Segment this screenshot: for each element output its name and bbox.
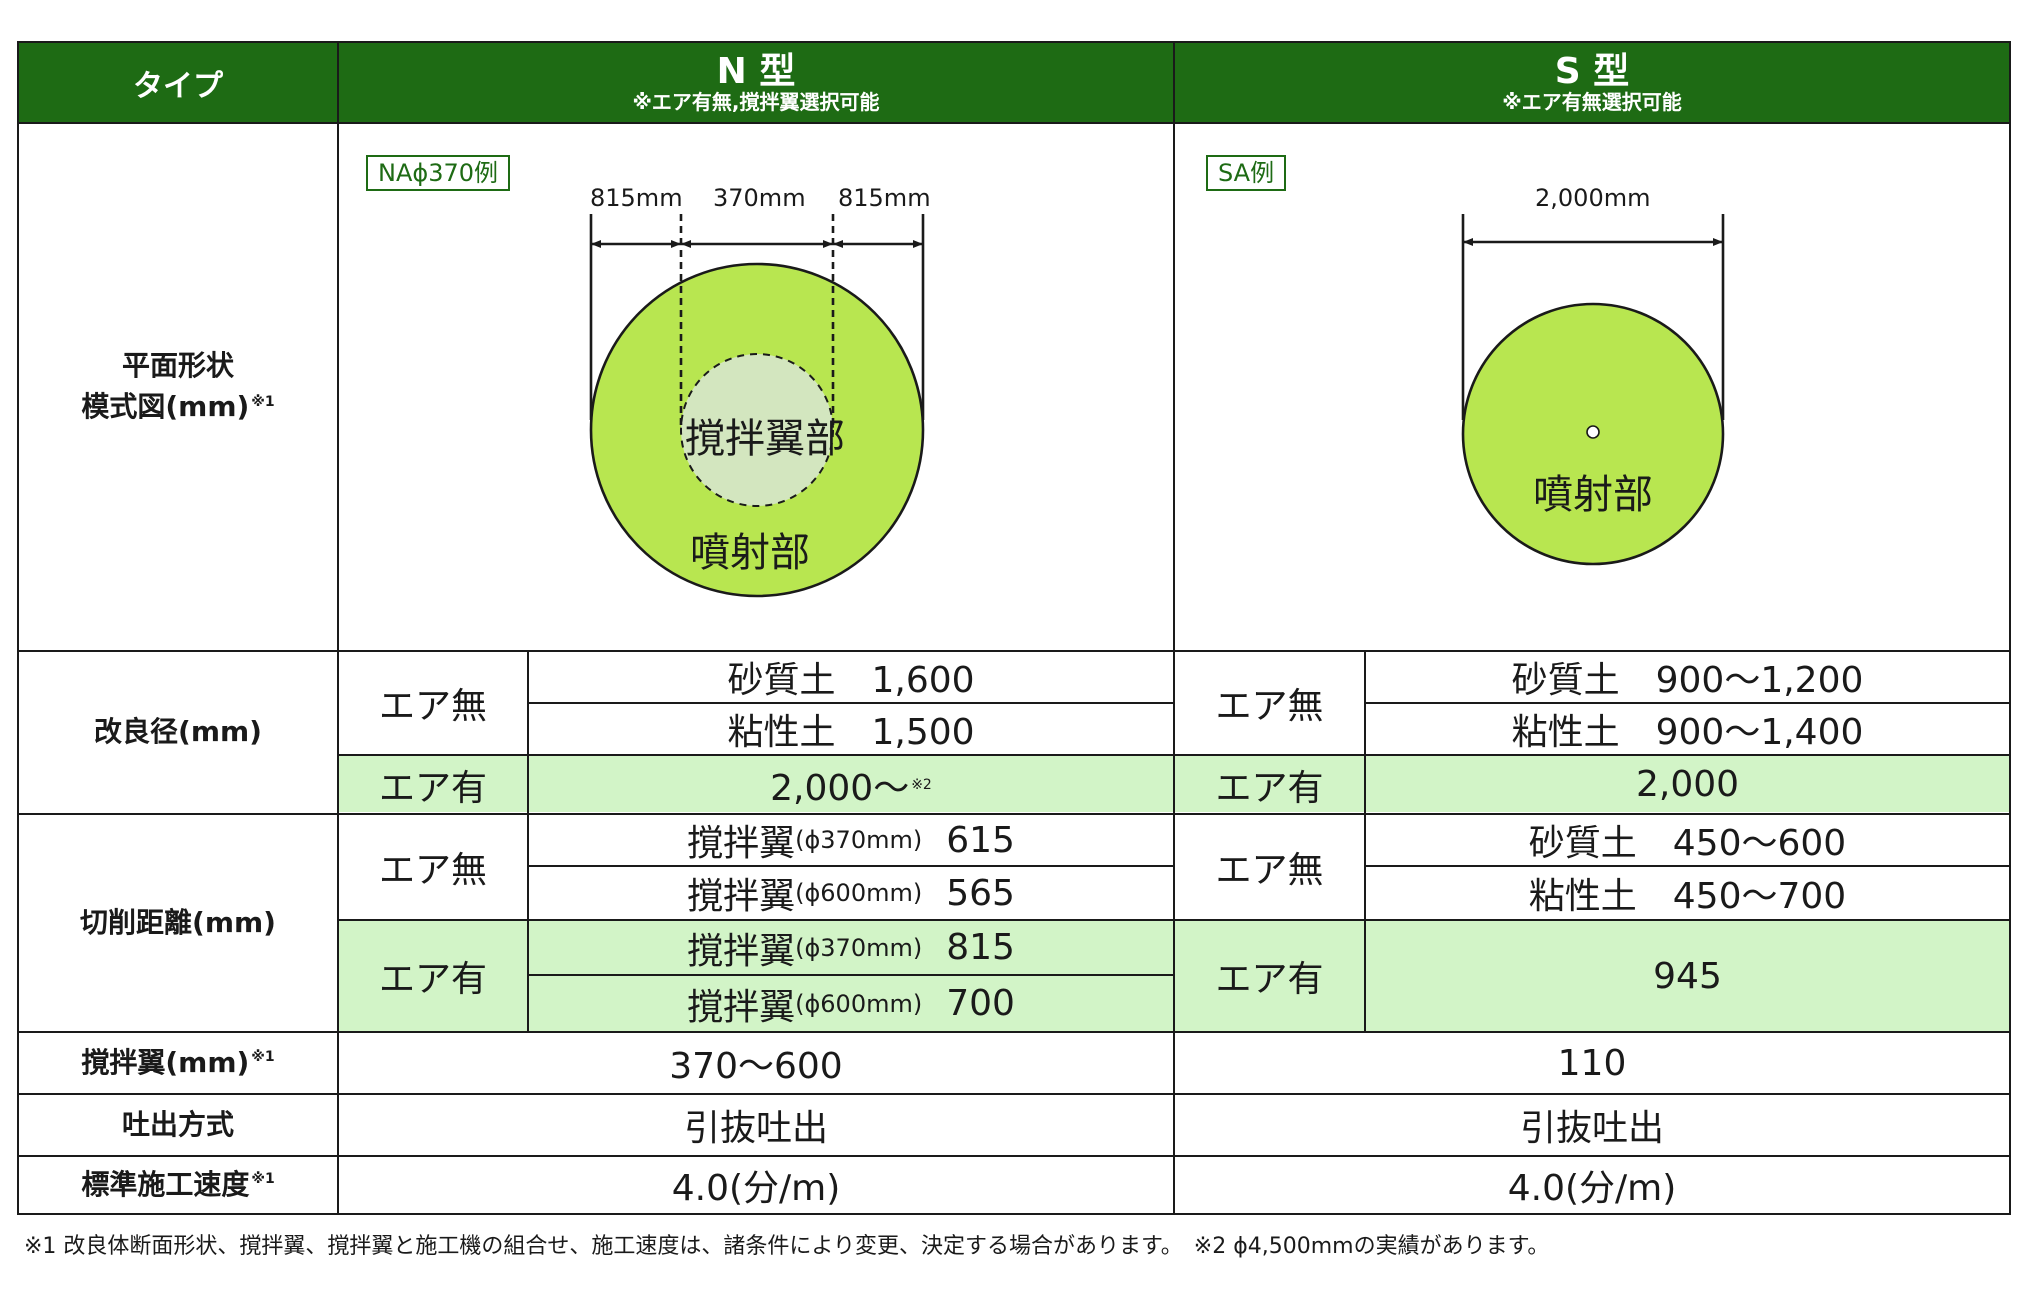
kairyo-s-air-yes: エア有 [1215, 767, 1324, 809]
blade-footnote-mark: ※1 [251, 1049, 275, 1066]
blade-n-value: 370〜600 [669, 1046, 843, 1087]
n-diagram-tag: NAϕ370例 [366, 155, 511, 191]
header-type: タイプ [18, 42, 338, 123]
speed-s-value: 4.0(分/m) [1507, 1168, 1677, 1209]
kairyo-n-air-yes: エア有 [378, 767, 487, 809]
header-n-title: N 型 [716, 50, 796, 92]
cut-s-air-value: 945 [1653, 955, 1722, 997]
plan-label-line2: 模式図(mm) ※1 [81, 390, 275, 423]
n-dimension-lines [589, 214, 925, 430]
kairyo-footnote-mark: ※2 [911, 776, 932, 793]
blade-s-value: 110 [1557, 1042, 1627, 1084]
cut-n-none-2: 撹拌翼 (ϕ600mm) 565 [687, 872, 1015, 918]
s-dim: 2,000mm [1535, 184, 1651, 212]
cut-s-sand: 砂質土 450〜600 [1528, 823, 1847, 864]
s-dimension-lines [1461, 214, 1725, 420]
kairyo-s-air-none: エア無 [1215, 686, 1324, 727]
plan-label-line1: 平面形状 [121, 349, 234, 383]
header-type-label: タイプ [133, 68, 223, 104]
cut-n-air-none: エア無 [378, 850, 487, 891]
cutting-distance-label: 切削距離(mm) [80, 905, 276, 939]
header-n-note: ※エア有無,撹拌翼選択可能 [632, 90, 880, 115]
n-dim-left: 815mm [590, 184, 683, 212]
kairyo-n-air-value: 2,000〜 ※2 [770, 767, 932, 809]
header-s-note: ※エア有無選択可能 [1502, 90, 1682, 115]
n-dim-right: 815mm [838, 184, 931, 212]
s-center-dot [1586, 425, 1600, 439]
cut-s-air-yes: エア有 [1215, 959, 1324, 1000]
cut-s-clay: 粘性土 450〜700 [1528, 876, 1847, 917]
kairyo-s-clay: 粘性土 900〜1,400 [1511, 712, 1864, 753]
n-air-yes-row-bg [338, 755, 1174, 812]
kairyo-s-air-value: 2,000 [1635, 764, 1740, 805]
n-inner-circle [680, 353, 834, 507]
plan-label-footnote-mark: ※1 [251, 393, 275, 410]
blade-size-label: 撹拌翼(mm) ※1 [81, 1045, 275, 1079]
speed-label: 標準施工速度 ※1 [81, 1167, 275, 1201]
footnote: ※1 改良体断面形状、撹拌翼、撹拌翼と施工機の組合せ、施工速度は、諸条件により変… [24, 1234, 1550, 1259]
cut-n-yes-1: 撹拌翼 (ϕ370mm) 815 [687, 927, 1015, 972]
header-n-type: N 型 ※エア有無,撹拌翼選択可能 [338, 42, 1174, 123]
n-outer-label: 噴射部 [690, 530, 810, 576]
n-arrowheads [591, 240, 923, 248]
kairyo-n-air-none: エア無 [378, 686, 487, 727]
s-arrowheads [1463, 238, 1723, 246]
kairyo-n-clay: 粘性土 1,500 [727, 712, 975, 753]
table-grid [17, 41, 2011, 1215]
plan-shape-label: 平面形状 模式図(mm) ※1 [18, 123, 338, 651]
s-diagram-tag: SA例 [1206, 155, 1287, 191]
speed-footnote-mark: ※1 [251, 1171, 275, 1188]
discharge-method-label: 吐出方式 [121, 1107, 234, 1141]
improve-diameter-label: 改良径(mm) [94, 715, 262, 749]
n-dim-mid: 370mm [713, 184, 806, 212]
cut-n-none-1: 撹拌翼 (ϕ370mm) 615 [687, 819, 1015, 865]
speed-n-value: 4.0(分/m) [671, 1168, 841, 1209]
kairyo-n-sand: 砂質土 1,600 [727, 660, 975, 701]
cut-s-air-none: エア無 [1215, 850, 1324, 891]
discharge-s-value: 引抜吐出 [1519, 1108, 1664, 1149]
cut-n-air-yes: エア有 [378, 959, 487, 1000]
s-label: 噴射部 [1533, 472, 1653, 518]
s-air-yes-row-bg [1174, 755, 2010, 812]
cut-n-yes-2: 撹拌翼 (ϕ600mm) 700 [687, 983, 1015, 1028]
header-s-type: S 型 ※エア有無選択可能 [1174, 42, 2010, 123]
n-inner-label: 撹拌翼部 [685, 416, 845, 462]
s-cut-air-yes-bg [1174, 920, 2010, 1032]
kairyo-s-sand: 砂質土 900〜1,200 [1511, 660, 1864, 701]
discharge-n-value: 引抜吐出 [683, 1108, 828, 1149]
header-s-title: S 型 [1554, 50, 1630, 92]
